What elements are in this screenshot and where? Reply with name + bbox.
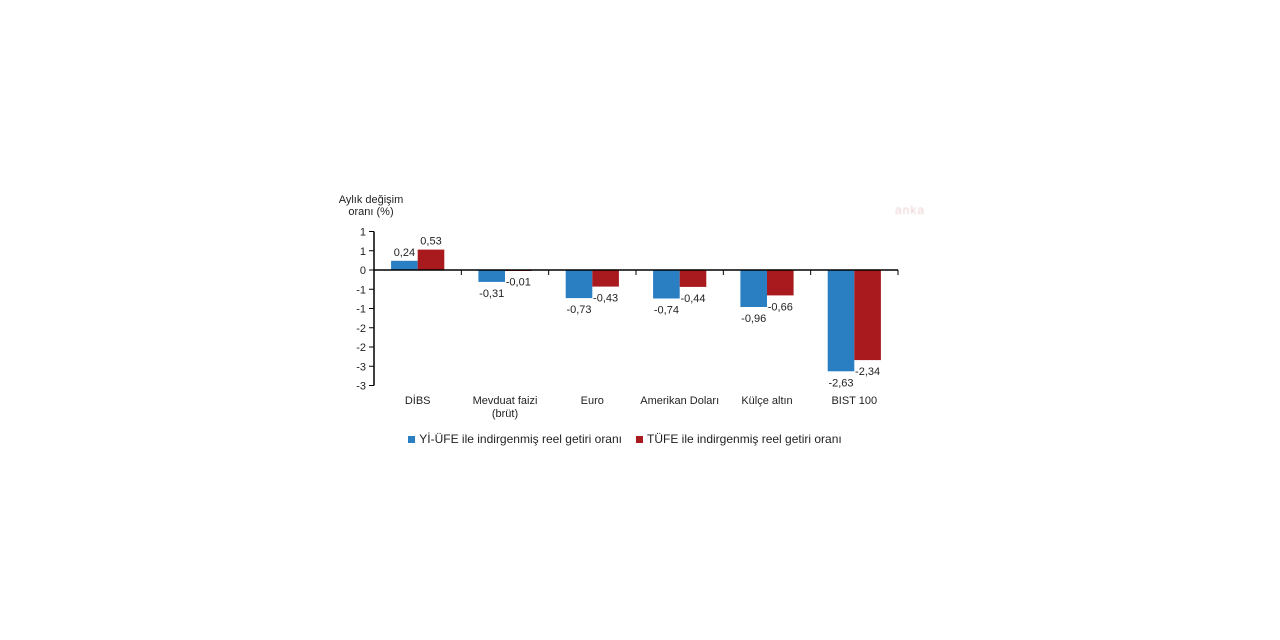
y-axis-tick-label: 0 bbox=[360, 265, 366, 277]
y-axis-tick-label: -2 bbox=[356, 342, 366, 354]
bar bbox=[767, 270, 794, 296]
bar bbox=[417, 249, 445, 270]
bar bbox=[592, 270, 619, 287]
bar-value-label: -0,96 bbox=[741, 313, 766, 325]
bar-value-label: -0,66 bbox=[768, 301, 793, 313]
category-label: Mevduat faizi bbox=[473, 395, 538, 407]
y-axis-title: Aylık değişim oranı (%) bbox=[335, 194, 407, 218]
bar bbox=[740, 270, 767, 307]
legend-swatch-red bbox=[636, 435, 643, 443]
bar-value-label: -0,31 bbox=[479, 288, 504, 300]
y-axis-tick-label: -1 bbox=[356, 284, 366, 296]
bar-value-label: 0,24 bbox=[394, 247, 415, 259]
y-axis-tick-label: -3 bbox=[356, 381, 366, 393]
category-label: DİBS bbox=[405, 394, 431, 407]
y-axis-tick-label: 1 bbox=[360, 246, 366, 258]
category-label: BIST 100 bbox=[831, 395, 877, 407]
bar bbox=[827, 270, 855, 372]
y-axis-tick-label: -3 bbox=[356, 361, 366, 373]
real-return-bar-chart: Aylık değişim oranı (%) 0,24 -0,31 -0,73 -0… bbox=[335, 190, 915, 462]
bar-value-label: -2,63 bbox=[828, 377, 853, 389]
category-label: Külçe altın bbox=[741, 395, 792, 407]
legend-item-yiufe: Yİ-ÜFE ile indirgenmiş reel getiri oranı bbox=[408, 432, 622, 446]
y-axis-tick-label: 1 bbox=[360, 227, 366, 239]
legend-label-tufe: TÜFE ile indirgenmiş reel getiri oranı bbox=[647, 432, 842, 446]
y-axis-tick-label: -2 bbox=[356, 323, 366, 335]
bar-value-label: -2,34 bbox=[855, 366, 880, 378]
bar-value-label: -0,43 bbox=[593, 293, 618, 305]
bar-value-label: -0,73 bbox=[566, 304, 591, 316]
y-axis-title-line-2: oranı (%) bbox=[348, 206, 394, 218]
bar bbox=[679, 270, 707, 287]
bar bbox=[478, 270, 505, 282]
bar-value-label: -0,01 bbox=[506, 276, 531, 288]
bar bbox=[391, 260, 418, 270]
y-axis-title-line-1: Aylık değişim bbox=[338, 194, 404, 206]
category-label: Euro bbox=[581, 395, 604, 407]
legend-item-tufe: TÜFE ile indirgenmiş reel getiri oranı bbox=[636, 432, 842, 446]
y-axis-tick-label: -1 bbox=[356, 304, 366, 316]
chart-plot-area: 0,24 -0,31 -0,73 -0,74 -0,96 -2,63 0,53 -0,01 -0… bbox=[356, 227, 899, 420]
bar bbox=[565, 270, 593, 299]
watermark-text: anka bbox=[895, 203, 926, 217]
legend-label-yiufe: Yİ-ÜFE ile indirgenmiş reel getiri oranı bbox=[419, 432, 622, 446]
bar-value-label: 0,53 bbox=[420, 236, 441, 248]
bar-value-label: -0,44 bbox=[680, 293, 705, 305]
bar bbox=[854, 270, 881, 361]
chart-legend: Yİ-ÜFE ile indirgenmiş reel getiri oranı… bbox=[335, 432, 915, 446]
category-label: Amerikan Doları bbox=[640, 395, 719, 407]
bar bbox=[653, 270, 680, 299]
bar-value-label: -0,74 bbox=[654, 305, 679, 317]
legend-swatch-blue bbox=[408, 435, 416, 443]
category-label: (brüt) bbox=[492, 408, 518, 420]
